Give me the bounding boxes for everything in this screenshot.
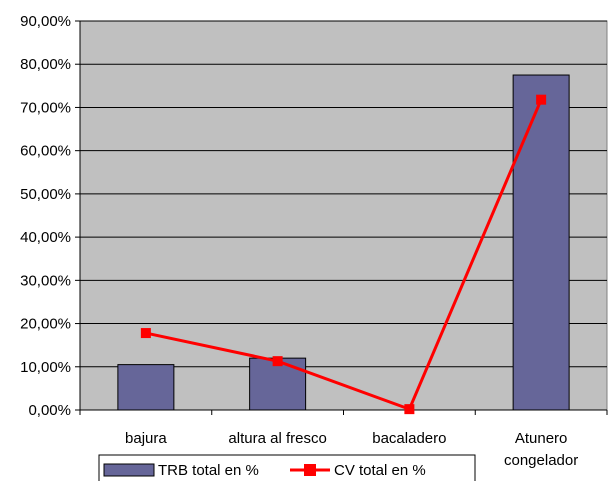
legend-box [98,454,476,481]
line-marker [272,356,283,367]
y-tick-label: 70,00% [20,99,71,116]
y-tick-label: 30,00% [20,272,71,289]
y-tick-label: 50,00% [20,186,71,203]
legend-label-trb: TRB total en % [158,462,259,479]
y-tick-label: 0,00% [28,402,71,419]
x-tick-label: altura al fresco [228,430,326,447]
legend-line-marker [304,464,316,476]
x-tick-label-line: bajura [125,430,167,447]
legend-bar-swatch [103,463,155,477]
bar [117,364,175,411]
series-line [145,99,543,412]
line-marker [404,404,415,415]
legend-label-cv: CV total en % [334,462,426,479]
line-marker [536,94,547,105]
y-tick-label: 80,00% [20,56,71,73]
y-tick-label: 20,00% [20,316,71,333]
y-tick-label: 10,00% [20,359,71,376]
bar [512,74,570,411]
legend: TRB total en % CV total en % [98,454,476,481]
x-tick-label: Atunero congelador [504,430,578,469]
y-tick-label: 90,00% [20,13,71,30]
y-axis: 0,00% 10,00% 20,00% 30,00% 40,00% 50,00% 60,00… [20,13,81,419]
line-series [140,94,547,415]
y-tick-label: 40,00% [20,229,71,246]
x-tick-label: bacaladero [372,430,446,447]
line-marker [140,328,151,339]
bar-series [117,74,570,411]
x-tick-label-line: altura al fresco [228,430,326,447]
y-tick-label: 60,00% [20,143,71,160]
x-tick-label: bajura [125,430,167,447]
x-tick-label-line: Atunero [515,430,568,447]
x-tick-label-line: bacaladero [372,430,446,447]
x-tick-label-line: congelador [504,452,578,469]
